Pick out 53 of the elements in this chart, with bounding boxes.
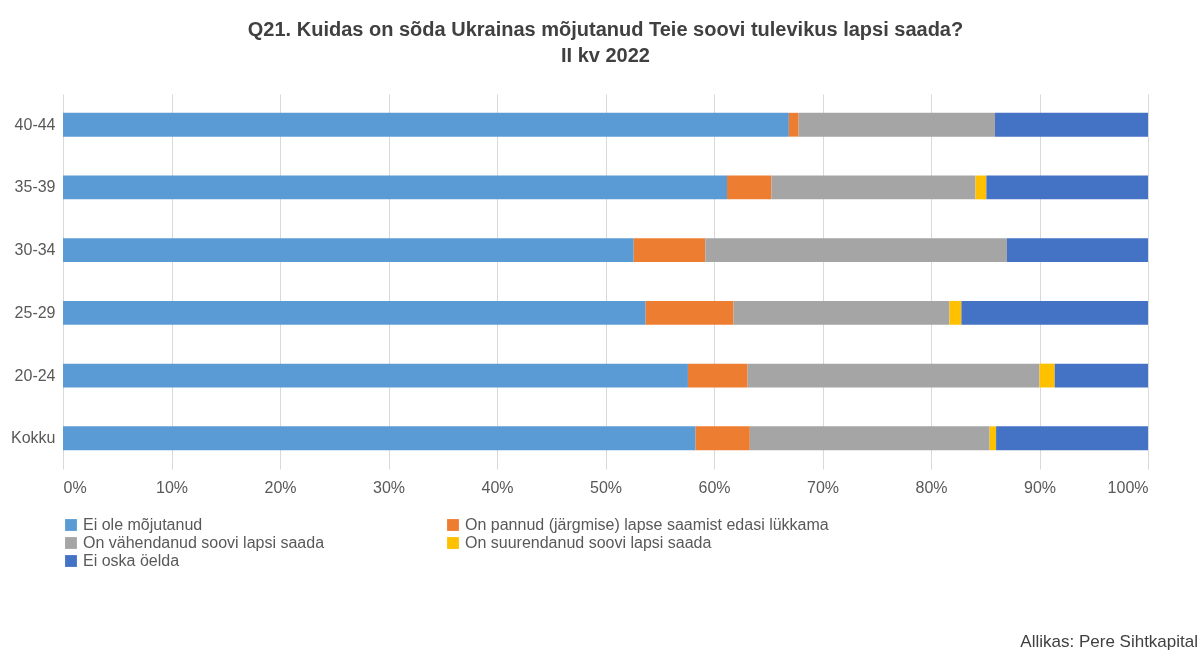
x-tick-label: 100% — [1107, 478, 1149, 496]
bar — [788, 112, 799, 137]
x-tick-label: 60% — [698, 478, 731, 496]
bar — [733, 300, 950, 325]
y-tick-label: 30-34 — [14, 241, 56, 259]
bar — [705, 238, 1007, 263]
y-tick-label: 40-44 — [14, 115, 56, 133]
bar — [798, 112, 996, 137]
x-tick-label: 50% — [589, 478, 623, 496]
bar — [1006, 238, 1148, 263]
bar — [63, 363, 688, 388]
x-tick-label: 80% — [915, 478, 948, 496]
bar — [63, 426, 696, 451]
bar — [747, 363, 1040, 388]
legend-label: On pannud (järgmise) lapse saamist edasi lükkama — [465, 516, 829, 533]
legend-label: Ei oska öelda — [83, 552, 180, 569]
x-tick-label: 30% — [372, 478, 406, 496]
bar — [727, 175, 772, 200]
y-tick-label: 25-29 — [14, 303, 56, 321]
bar — [961, 300, 1148, 325]
x-tick-label: 70% — [806, 478, 840, 496]
bar — [63, 300, 646, 325]
x-tick-label: 40% — [481, 478, 514, 496]
bar — [995, 112, 1148, 137]
bar — [749, 426, 990, 451]
bar — [986, 175, 1148, 200]
bar — [645, 300, 734, 325]
text: Allikas: Pere Sihtkapital — [1020, 632, 1198, 652]
legend-label: On suurendanud soovi lapsi saada — [465, 534, 712, 551]
x-tick-label: 0% — [63, 478, 87, 496]
bar — [63, 112, 789, 137]
chart-title: Q21. Kuidas on sõda Ukrainas mõjutanud Teie soovi tulevikus lapsi saada? — [247, 18, 964, 40]
x-tick-label: 20% — [264, 478, 297, 496]
bar — [1054, 363, 1148, 388]
bar — [1039, 363, 1055, 388]
chart-subtitle: II kv 2022 — [561, 44, 650, 66]
y-tick-label: Kokku — [11, 429, 56, 447]
x-tick-label: 90% — [1023, 478, 1057, 496]
legend-label: On vähendanud soovi lapsi saada — [83, 534, 325, 551]
bar — [989, 426, 997, 451]
bar — [996, 426, 1148, 451]
bar — [687, 363, 748, 388]
y-tick-label: 35-39 — [14, 178, 56, 196]
bar — [771, 175, 976, 200]
legend-label: Ei ole mõjutanud — [83, 516, 203, 533]
bar — [975, 175, 987, 200]
bar — [949, 300, 962, 325]
bar — [695, 426, 750, 451]
bar — [633, 238, 706, 263]
bar — [63, 238, 634, 263]
y-tick-label: 20-24 — [14, 366, 56, 384]
bar — [63, 175, 728, 200]
x-tick-label: 10% — [155, 478, 189, 496]
